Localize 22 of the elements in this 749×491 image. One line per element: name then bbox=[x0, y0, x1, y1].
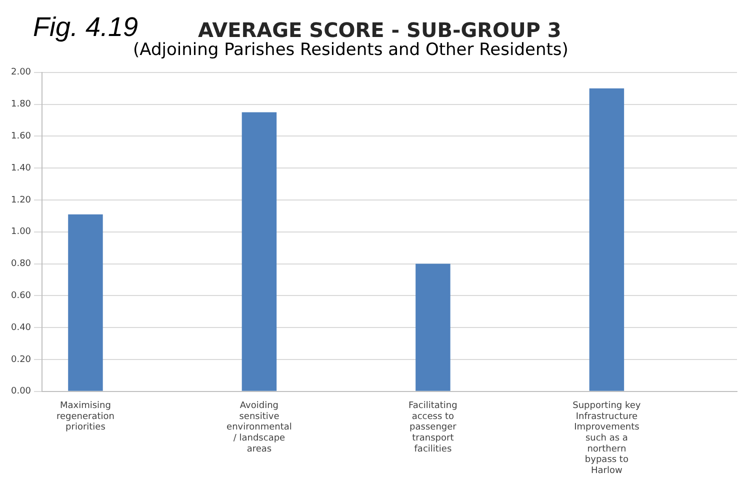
y-tick-label: 0.80 bbox=[10, 259, 32, 270]
y-tick-label: 1.40 bbox=[10, 163, 32, 174]
bar bbox=[589, 88, 624, 391]
y-tick-label: 2.00 bbox=[10, 68, 32, 78]
y-tick-label: 1.00 bbox=[10, 227, 32, 238]
chart-subtitle: (Adjoining Parishes Residents and Other Residents) bbox=[133, 40, 568, 60]
bar bbox=[68, 214, 103, 391]
y-tick-label: 1.20 bbox=[10, 195, 32, 206]
x-tick-label: Facilitating access to passenger transport facilities bbox=[408, 401, 458, 454]
x-tick-label: Avoiding sensitive environmental / landscape areas bbox=[226, 401, 292, 454]
chart-title: AVERAGE SCORE - SUB-GROUP 3 bbox=[198, 18, 562, 42]
y-tick-label: 1.60 bbox=[10, 132, 32, 142]
y-tick-label: 0.00 bbox=[10, 386, 32, 397]
y-tick-label: 0.20 bbox=[10, 354, 32, 365]
bar bbox=[242, 112, 277, 391]
y-tick-label: 0.60 bbox=[10, 291, 32, 302]
y-tick-label: 0.40 bbox=[10, 322, 32, 333]
caption: Fig. 4.19 bbox=[33, 12, 138, 42]
y-tick-label: 1.80 bbox=[10, 100, 32, 110]
x-tick-label: Maximising regeneration priorities bbox=[56, 401, 114, 433]
bar bbox=[416, 264, 450, 391]
x-tick-label: Supporting key Infrastructure Improvements such as a northern bypass to Harlow bbox=[572, 401, 642, 476]
